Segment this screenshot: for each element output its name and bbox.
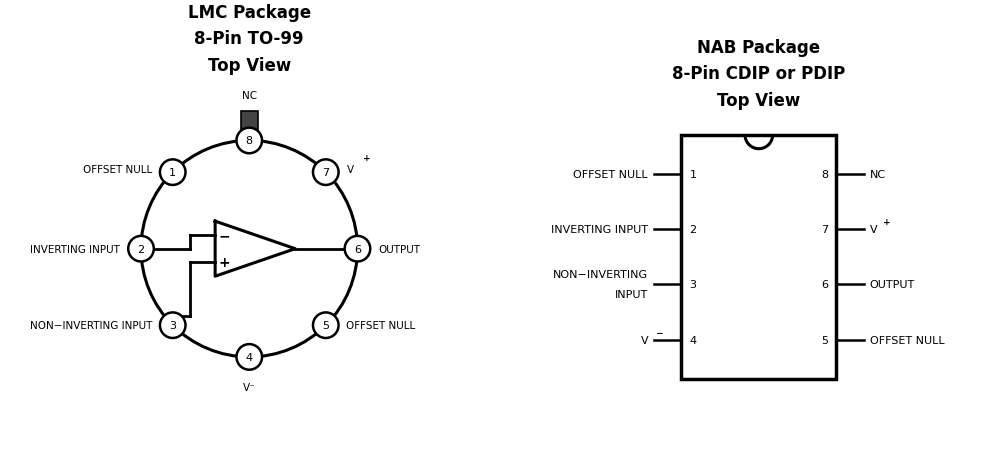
Text: OUTPUT: OUTPUT xyxy=(378,244,420,254)
Text: NC: NC xyxy=(869,169,885,179)
Text: INPUT: INPUT xyxy=(615,290,648,300)
Text: NC: NC xyxy=(241,91,257,101)
Text: INVERTING INPUT: INVERTING INPUT xyxy=(551,224,648,235)
Text: 2: 2 xyxy=(690,224,697,235)
Circle shape xyxy=(160,313,185,338)
Circle shape xyxy=(236,129,262,154)
Text: −: − xyxy=(655,328,662,337)
Text: +: + xyxy=(218,256,230,270)
Text: 4: 4 xyxy=(690,335,697,345)
Text: +: + xyxy=(883,217,890,226)
Text: V⁻: V⁻ xyxy=(243,382,255,392)
Circle shape xyxy=(313,160,339,185)
Text: 6: 6 xyxy=(822,280,829,290)
Text: 6: 6 xyxy=(354,244,361,254)
Text: 1: 1 xyxy=(169,168,176,178)
Circle shape xyxy=(160,160,185,185)
Text: NON−INVERTING: NON−INVERTING xyxy=(553,270,648,280)
Text: LMC Package
8-Pin TO-99
Top View: LMC Package 8-Pin TO-99 Top View xyxy=(187,4,311,74)
Circle shape xyxy=(236,344,262,370)
Text: V: V xyxy=(346,164,354,174)
Text: 1: 1 xyxy=(690,169,697,179)
Text: NAB Package
8-Pin CDIP or PDIP
Top View: NAB Package 8-Pin CDIP or PDIP Top View xyxy=(672,39,845,109)
Text: 2: 2 xyxy=(138,244,145,254)
Text: NON−INVERTING INPUT: NON−INVERTING INPUT xyxy=(30,320,153,330)
Text: 5: 5 xyxy=(822,335,829,345)
Text: −: − xyxy=(218,229,230,242)
Text: V: V xyxy=(640,335,648,345)
Text: 3: 3 xyxy=(169,320,176,330)
Text: 7: 7 xyxy=(322,168,329,178)
Text: OUTPUT: OUTPUT xyxy=(869,280,915,290)
Text: 3: 3 xyxy=(690,280,697,290)
Circle shape xyxy=(129,236,154,262)
Text: OFFSET NULL: OFFSET NULL xyxy=(869,335,944,345)
Text: INVERTING INPUT: INVERTING INPUT xyxy=(31,244,121,254)
Text: V: V xyxy=(869,224,877,235)
Bar xyxy=(681,135,836,379)
Text: 8: 8 xyxy=(821,169,829,179)
Text: OFFSET NULL: OFFSET NULL xyxy=(573,169,648,179)
Circle shape xyxy=(345,236,370,262)
Text: OFFSET NULL: OFFSET NULL xyxy=(346,320,416,330)
Text: 5: 5 xyxy=(322,320,329,330)
FancyBboxPatch shape xyxy=(240,112,258,131)
Circle shape xyxy=(313,313,339,338)
Text: 7: 7 xyxy=(821,224,829,235)
Text: +: + xyxy=(364,154,371,163)
Text: 8: 8 xyxy=(245,136,253,146)
Text: OFFSET NULL: OFFSET NULL xyxy=(83,164,153,174)
Text: 4: 4 xyxy=(245,352,253,362)
